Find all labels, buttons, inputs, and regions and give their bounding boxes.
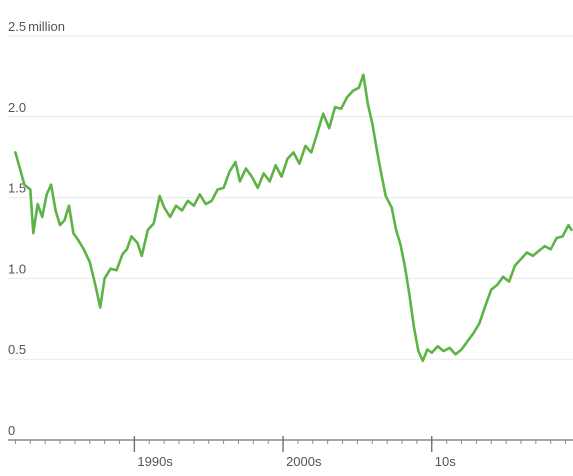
gridlines xyxy=(8,35,573,360)
x-axis xyxy=(8,436,573,452)
x-tick-label: 10s xyxy=(435,454,456,469)
y-unit-label: million xyxy=(28,19,65,34)
y-tick-label: 1.5 xyxy=(8,181,26,196)
y-tick-label: 0.5 xyxy=(8,342,26,357)
series-line xyxy=(14,73,573,363)
y-tick-label: 1.0 xyxy=(8,261,26,276)
series-layer xyxy=(14,73,573,363)
y-axis-tick-labels: 0 0.5 1.0 1.5 2.0 2.5 xyxy=(8,19,26,438)
y-tick-label: 2.5 xyxy=(8,19,26,34)
y-axis-unit: million xyxy=(28,19,65,34)
y-tick-label: 2.0 xyxy=(8,100,26,115)
x-axis-tick-labels: 1990s 2000s 10s xyxy=(137,454,456,469)
y-tick-label: 0 xyxy=(8,423,15,438)
x-tick-label: 2000s xyxy=(286,454,322,469)
x-tick-label: 1990s xyxy=(137,454,173,469)
